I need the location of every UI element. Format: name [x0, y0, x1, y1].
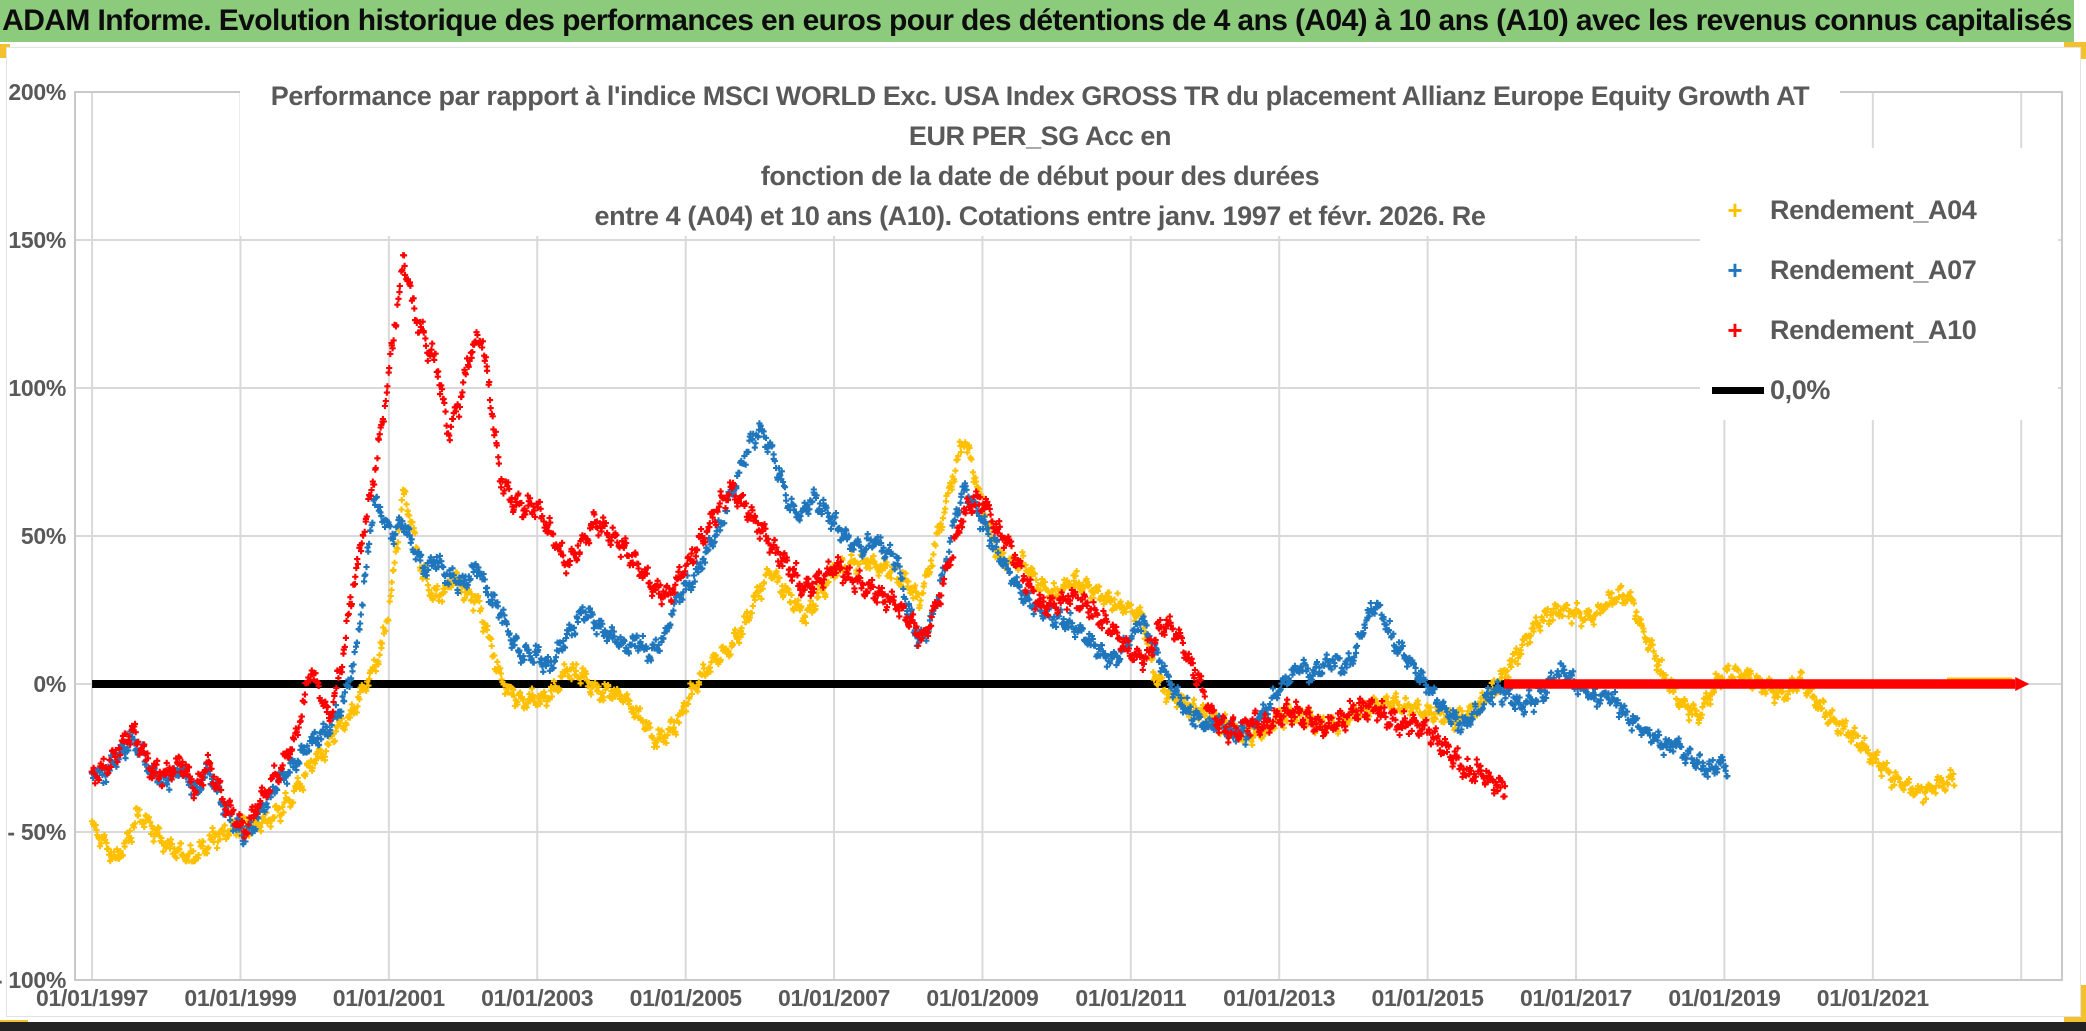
- y-tick-label: 200%: [8, 79, 66, 105]
- y-tick-label: - 100%: [0, 967, 66, 993]
- legend-plus-marker-icon: +: [1727, 315, 1743, 345]
- bottom-edge-bar: [0, 1022, 2086, 1031]
- x-tick-label: 01/01/1997: [36, 985, 148, 1011]
- y-tick-label: 50%: [21, 523, 66, 549]
- scatter-series-rendement_a04: [89, 438, 1958, 865]
- legend-item-rendement-a10[interactable]: + Rendement_A10: [1700, 310, 2058, 350]
- legend-label: Rendement_A10: [1770, 314, 1977, 345]
- x-tick-label: 01/01/2005: [630, 985, 743, 1011]
- x-tick-label: 01/01/2017: [1520, 985, 1632, 1011]
- chart-title-line2: fonction de la date de début pour des du…: [760, 161, 1320, 191]
- y-tick-label: 150%: [8, 227, 66, 253]
- x-tick-label: 01/01/2019: [1668, 985, 1780, 1011]
- legend-item-rendement-a07[interactable]: + Rendement_A07: [1700, 250, 2058, 290]
- gold-accent-top-left: [0, 44, 10, 58]
- x-tick-label: 01/01/2011: [1075, 985, 1186, 1011]
- x-tick-label: 01/01/2007: [778, 985, 890, 1011]
- scatter-series-rendement_a10: [88, 252, 1509, 841]
- chart-title-line3: entre 4 (A04) et 10 ans (A10). Cotations…: [594, 201, 1486, 231]
- x-tick-label: 01/01/1999: [184, 985, 296, 1011]
- x-tick-label: 01/01/2001: [333, 985, 446, 1011]
- y-tick-label: 0%: [33, 671, 66, 697]
- legend-item-0-0-[interactable]: 0,0%: [1700, 370, 2058, 410]
- chart-legend[interactable]: + Rendement_A04 + Rendement_A07 + Rendement_A…: [1700, 148, 2058, 420]
- x-tick-label: 01/01/2021: [1817, 985, 1930, 1011]
- legend-label: Rendement_A04: [1770, 194, 1977, 225]
- chart-title-line1: Performance par rapport à l'indice MSCI …: [270, 81, 1810, 151]
- page-title: ADAM Informe. Evolution historique des p…: [2, 4, 2072, 37]
- legend-line-marker-icon: [1712, 386, 1764, 394]
- legend-plus-marker-icon: +: [1727, 255, 1743, 285]
- x-tick-label: 01/01/2015: [1372, 985, 1485, 1011]
- legend-plus-marker-icon: +: [1727, 195, 1743, 225]
- legend-label: 0,0%: [1770, 374, 1830, 405]
- x-tick-label: 01/01/2009: [926, 985, 1038, 1011]
- y-tick-label: - 50%: [7, 819, 66, 845]
- legend-item-rendement-a04[interactable]: + Rendement_A04: [1700, 190, 2058, 230]
- x-tick-label: 01/01/2013: [1223, 985, 1335, 1011]
- legend-label: Rendement_A07: [1770, 254, 1977, 285]
- a10-flat-line-arrow-tip: [2015, 677, 2030, 691]
- page-header: ADAM Informe. Evolution historique des p…: [0, 0, 2074, 42]
- x-tick-label: 01/01/2003: [481, 985, 593, 1011]
- chart-title: Performance par rapport à l'indice MSCI …: [240, 76, 1840, 236]
- y-tick-label: 100%: [8, 375, 66, 401]
